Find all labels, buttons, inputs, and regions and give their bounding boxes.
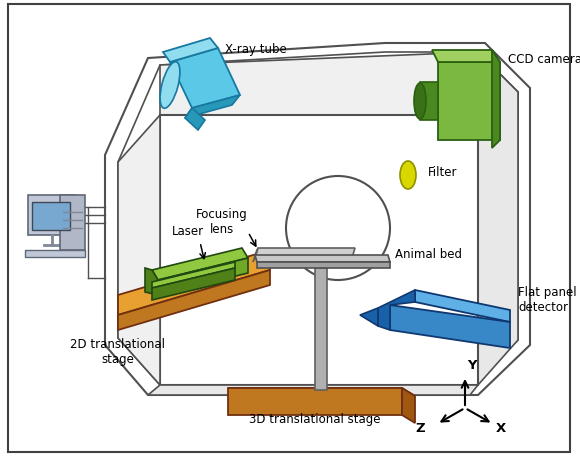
Polygon shape [415, 290, 510, 322]
Polygon shape [160, 115, 478, 385]
Polygon shape [257, 262, 390, 268]
Polygon shape [432, 50, 500, 62]
Polygon shape [378, 290, 415, 330]
Polygon shape [255, 248, 355, 258]
Bar [32, 202, 70, 230]
Polygon shape [118, 270, 270, 330]
Polygon shape [315, 268, 327, 390]
Text: Flat panel
detector: Flat panel detector [518, 286, 577, 314]
Polygon shape [253, 248, 258, 262]
Polygon shape [185, 95, 240, 118]
Polygon shape [28, 195, 75, 235]
Polygon shape [152, 262, 235, 288]
Text: X: X [496, 421, 506, 435]
Circle shape [286, 176, 390, 280]
Polygon shape [478, 52, 518, 385]
Ellipse shape [160, 62, 180, 108]
Polygon shape [25, 250, 85, 257]
Polygon shape [118, 52, 518, 385]
Ellipse shape [400, 161, 416, 189]
Text: Z: Z [415, 421, 425, 435]
Text: Animal bed: Animal bed [395, 248, 462, 261]
Polygon shape [170, 48, 240, 108]
Polygon shape [360, 308, 378, 326]
Polygon shape [402, 388, 415, 423]
Polygon shape [105, 43, 530, 395]
Text: Laser: Laser [172, 225, 204, 238]
Polygon shape [185, 108, 205, 130]
Polygon shape [160, 52, 518, 115]
Polygon shape [118, 250, 270, 315]
Polygon shape [118, 115, 160, 385]
Polygon shape [420, 82, 438, 120]
Polygon shape [390, 305, 510, 348]
Polygon shape [228, 388, 402, 415]
Text: X-ray tube: X-ray tube [225, 43, 287, 57]
Polygon shape [148, 385, 478, 395]
Polygon shape [145, 268, 158, 295]
Text: Y: Y [467, 359, 477, 372]
Ellipse shape [414, 83, 426, 119]
Polygon shape [438, 62, 500, 140]
Text: Focusing
lens: Focusing lens [196, 208, 248, 236]
Polygon shape [163, 38, 218, 62]
Text: Filter: Filter [428, 165, 458, 178]
Polygon shape [152, 248, 248, 280]
Polygon shape [60, 195, 85, 250]
Text: CCD camera: CCD camera [508, 53, 580, 66]
Text: 2D translational
stage: 2D translational stage [71, 338, 165, 366]
Polygon shape [152, 268, 235, 300]
Polygon shape [228, 388, 415, 396]
Text: 3D translational stage: 3D translational stage [249, 414, 380, 426]
Polygon shape [255, 255, 390, 262]
Polygon shape [492, 50, 500, 148]
Polygon shape [158, 258, 248, 295]
